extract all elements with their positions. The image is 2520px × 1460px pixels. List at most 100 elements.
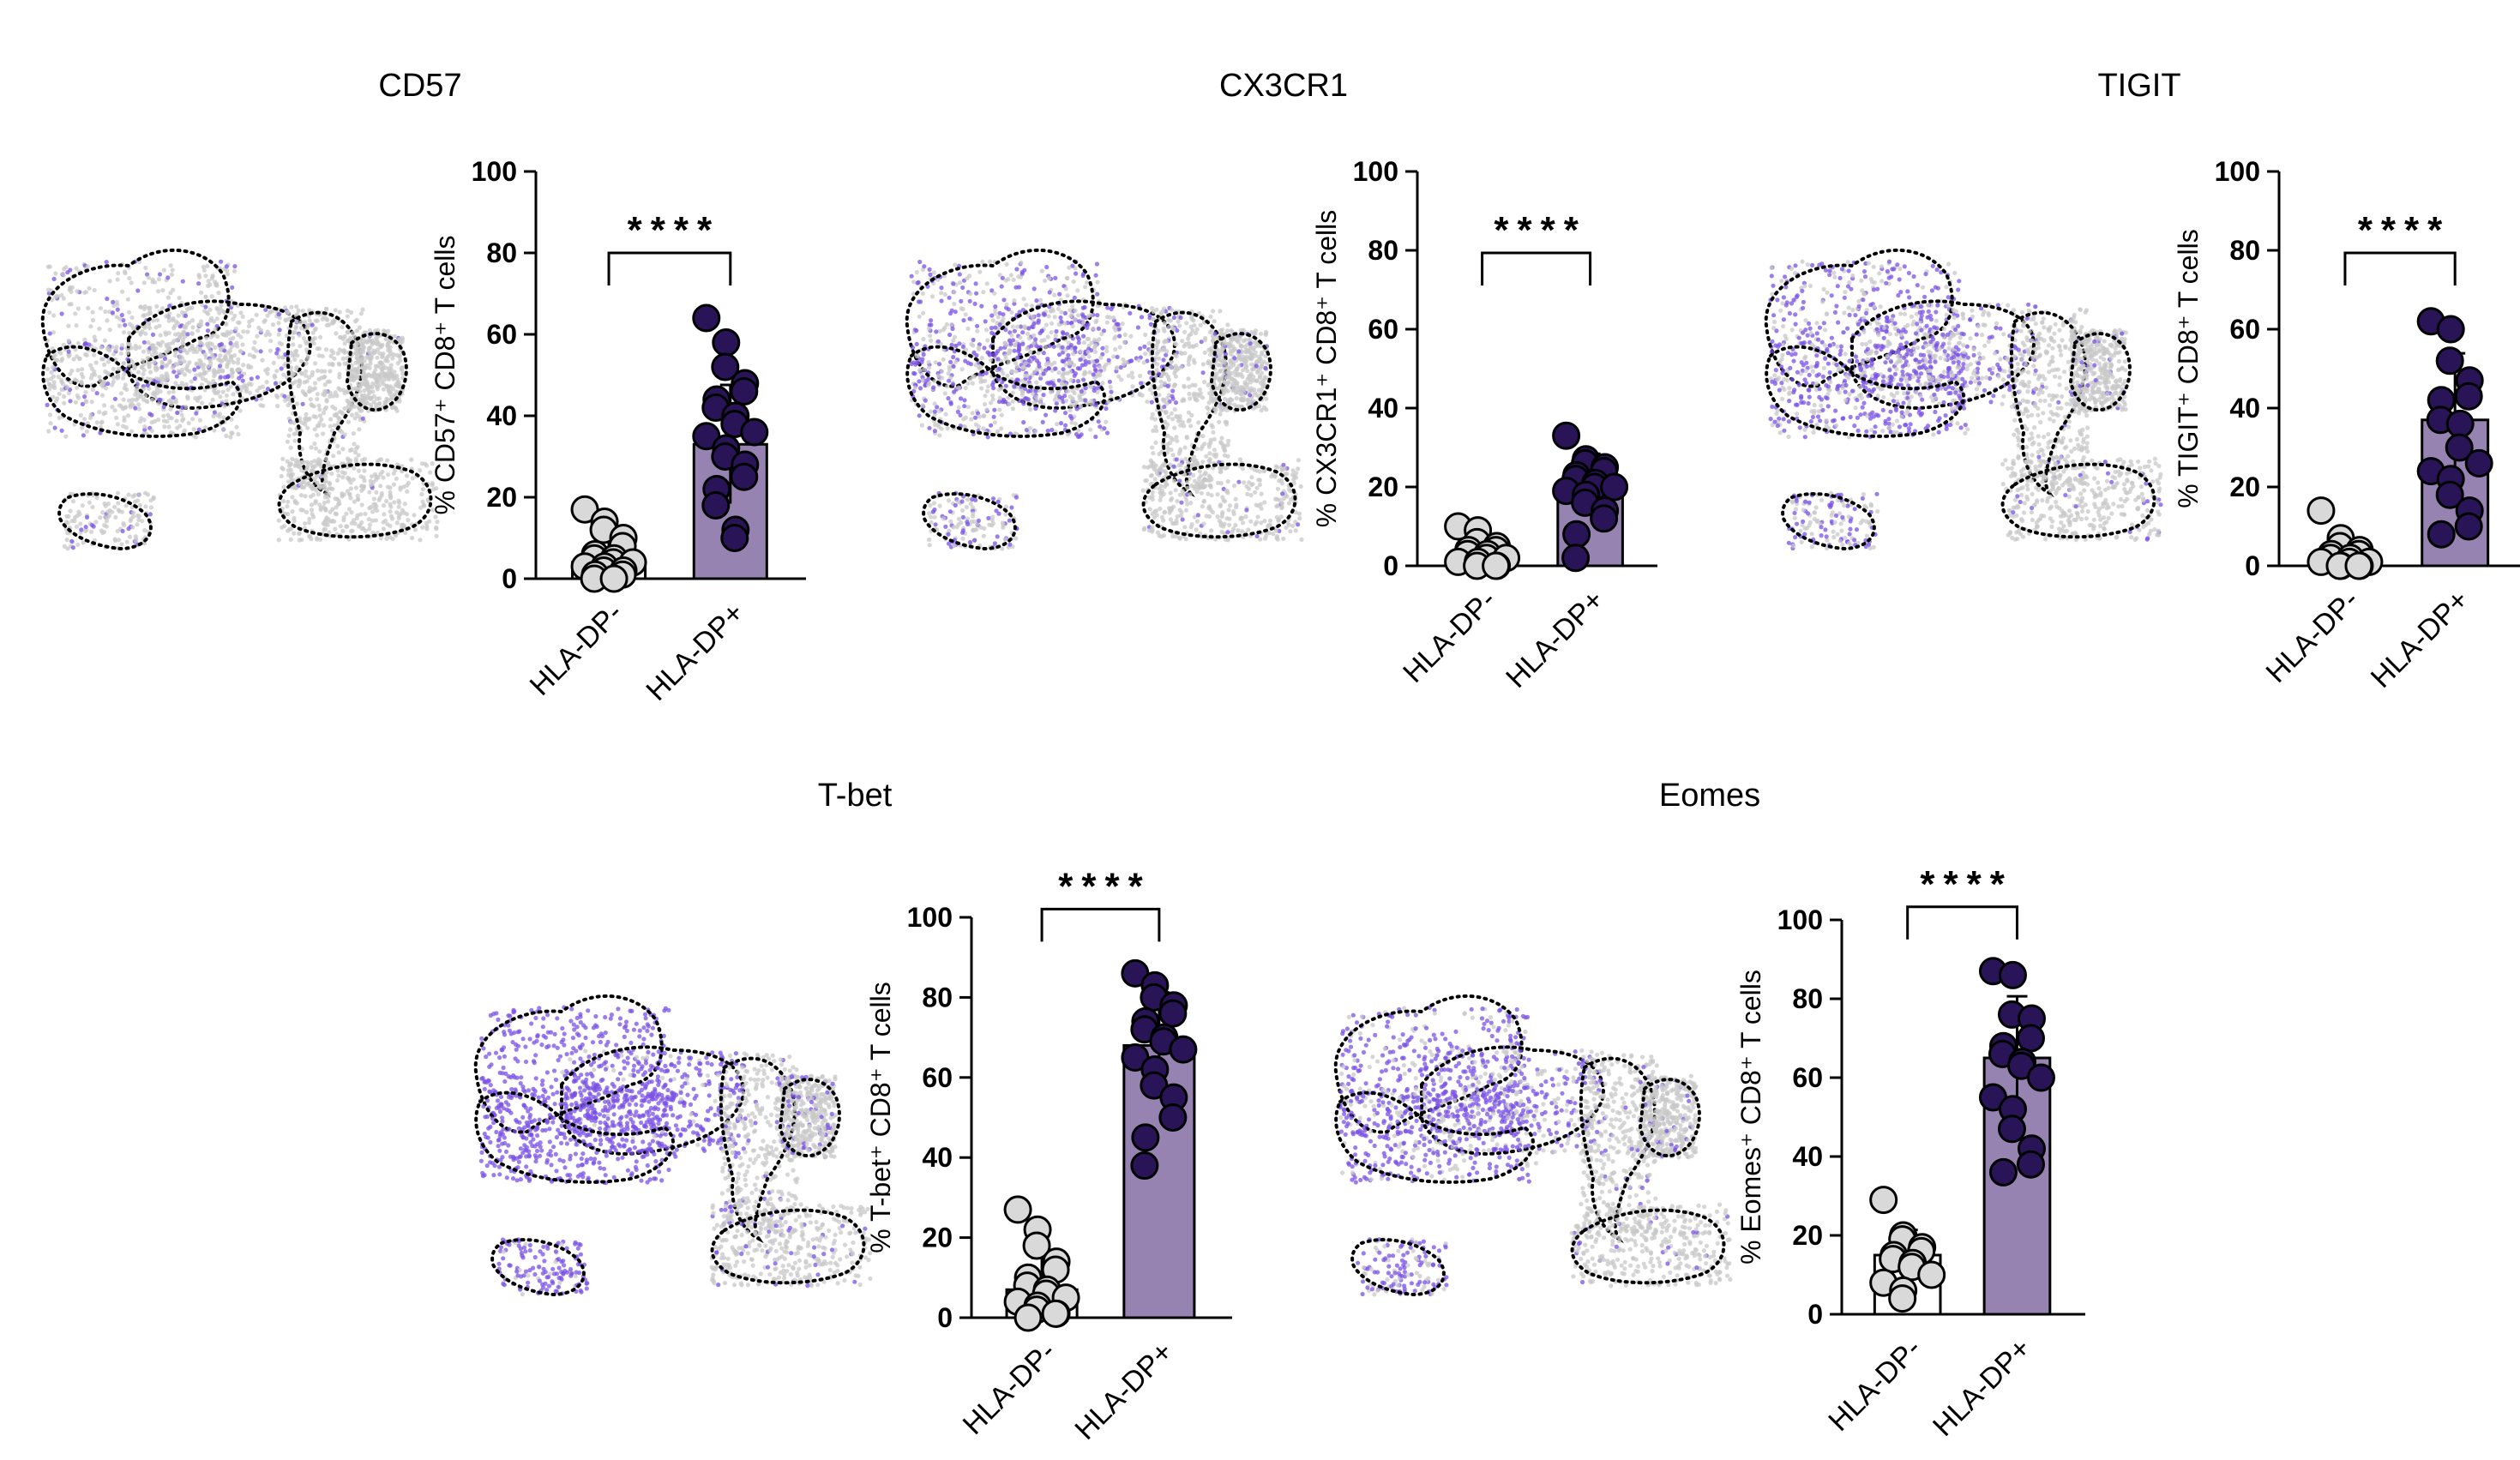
- y-tick-label: 20: [2229, 472, 2260, 502]
- bar-plot: 0 20 40 60 80 100 % CD57⁺ CD8⁺ T cells **** HLA-…: [430, 156, 806, 707]
- umap-cluster-outline: [905, 248, 1095, 388]
- y-tick-label: 80: [2229, 235, 2260, 266]
- significance-bracket: [1040, 907, 1161, 942]
- umap-cluster-points: [496, 1237, 590, 1297]
- y-tick-label: 20: [1368, 472, 1398, 502]
- y-tick-label: 100: [1353, 156, 1398, 187]
- y-tick-label: 20: [922, 1223, 953, 1253]
- data-point: [2016, 1150, 2045, 1179]
- data-point: [2464, 448, 2493, 478]
- x-category-label: HLA-DP+: [640, 597, 750, 707]
- bar-plot: 0 20 40 60 80 100 % T-bet⁺ CD8⁺ T cells **** HLA…: [865, 865, 1232, 1446]
- data-point: [1130, 1151, 1159, 1181]
- data-point: [692, 303, 721, 333]
- umap-cluster-points: [2000, 456, 2163, 543]
- umap-cluster-outline: [778, 1078, 841, 1158]
- umap-cluster-points: [62, 490, 156, 551]
- umap-cluster-outline: [1570, 1208, 1726, 1285]
- umap-plot: [1333, 994, 1733, 1297]
- significance-label: ****: [1920, 863, 2013, 905]
- x-category-label: HLA-DP-: [957, 1336, 1062, 1441]
- umap-cluster-points: [709, 1202, 873, 1289]
- data-point: [1600, 472, 1629, 502]
- y-tick-label: 80: [1368, 235, 1398, 266]
- umap-plot: [473, 994, 873, 1297]
- significance-bracket: [2343, 251, 2457, 285]
- data-point: [599, 564, 628, 593]
- umap-plot: [1764, 248, 2163, 551]
- y-tick-label: 40: [2229, 393, 2260, 424]
- x-category-label: HLA-DP+: [2365, 584, 2475, 694]
- data-point: [711, 352, 740, 382]
- umap-cluster-outline: [2068, 332, 2132, 412]
- bar-plot: 0 20 40 60 80 100 % Eomes⁺ CD8⁺ T cells **** HLA…: [1735, 863, 2085, 1443]
- significance-bracket: [607, 251, 732, 285]
- umap-cluster-outline: [1141, 462, 1297, 539]
- y-tick-label: 0: [1383, 550, 1398, 581]
- data-point: [1998, 960, 2027, 989]
- data-point: [1562, 520, 1591, 549]
- data-point: [1041, 1299, 1070, 1328]
- panel-title: T-bet: [818, 778, 893, 814]
- umap-cluster-points: [1338, 1086, 1540, 1185]
- data-point: [2344, 551, 2373, 580]
- umap-cluster-outline: [1781, 492, 1876, 551]
- y-tick-label: 40: [1368, 393, 1398, 424]
- umap-cluster-points: [927, 490, 1019, 551]
- umap-cluster-outline: [710, 1208, 866, 1285]
- x-category-label: HLA-DP-: [1397, 584, 1502, 689]
- umap-cluster-points: [1140, 456, 1304, 543]
- data-point: [730, 377, 759, 406]
- y-tick-label: 60: [486, 319, 517, 350]
- y-tick-label: 80: [486, 237, 517, 268]
- umap-cluster-outline: [2009, 310, 2087, 498]
- umap-cluster-outline: [1765, 345, 1965, 438]
- data-point: [1131, 1123, 1160, 1152]
- umap-cluster-outline: [1350, 1238, 1446, 1297]
- data-point: [1003, 1195, 1032, 1224]
- umap-cluster-points: [1850, 302, 2039, 410]
- data-point: [2445, 433, 2474, 462]
- umap-cluster-outline: [1209, 332, 1272, 412]
- data-point: [1158, 1103, 1188, 1132]
- data-point: [2016, 1024, 2045, 1053]
- data-point: [720, 524, 749, 552]
- x-category-label: HLA-DP-: [2260, 584, 2366, 689]
- bar-plot: 0 20 40 60 80 100 % CX3CR1⁺ CD8⁺ T cells **** HL…: [1311, 156, 1657, 694]
- y-tick-label: 60: [1368, 314, 1398, 345]
- data-point: [1022, 1231, 1051, 1260]
- x-category-label: HLA-DP+: [1500, 584, 1610, 694]
- umap-cluster-points: [1419, 1048, 1608, 1156]
- data-point: [2436, 315, 2465, 344]
- data-point: [2306, 496, 2336, 526]
- y-tick-label: 100: [1777, 904, 1823, 935]
- umap-cluster-outline: [127, 299, 312, 410]
- y-tick-label: 20: [1792, 1220, 1823, 1251]
- y-tick-label: 40: [1792, 1141, 1823, 1172]
- y-axis-label: % T-bet⁺ CD8⁺ T cells: [865, 982, 896, 1253]
- data-point: [1552, 421, 1581, 450]
- y-axis-label: % Eomes⁺ CD8⁺ T cells: [1735, 970, 1766, 1265]
- y-tick-label: 40: [922, 1142, 953, 1173]
- umap-cluster-outline: [277, 462, 433, 539]
- data-point: [712, 328, 741, 357]
- significance-label: ****: [1058, 865, 1152, 907]
- umap-cluster-outline: [40, 248, 231, 388]
- panel-title: TIGIT: [2097, 68, 2180, 104]
- data-point: [2454, 512, 2483, 541]
- umap-cluster-outline: [1850, 299, 2036, 410]
- y-tick-label: 60: [2229, 314, 2260, 345]
- significance-label: ****: [1494, 209, 1587, 251]
- y-tick-label: 40: [486, 400, 517, 431]
- umap-cluster-outline: [490, 1238, 586, 1297]
- y-tick-label: 60: [1792, 1062, 1823, 1093]
- data-point: [730, 462, 759, 491]
- y-tick-label: 0: [502, 563, 517, 594]
- umap-cluster-outline: [1420, 1045, 1605, 1156]
- umap-cluster-points: [1638, 1073, 1699, 1160]
- umap-cluster-outline: [2000, 462, 2156, 539]
- data-point: [2427, 520, 2456, 549]
- data-point: [2435, 480, 2464, 509]
- umap-cluster-outline: [345, 332, 408, 412]
